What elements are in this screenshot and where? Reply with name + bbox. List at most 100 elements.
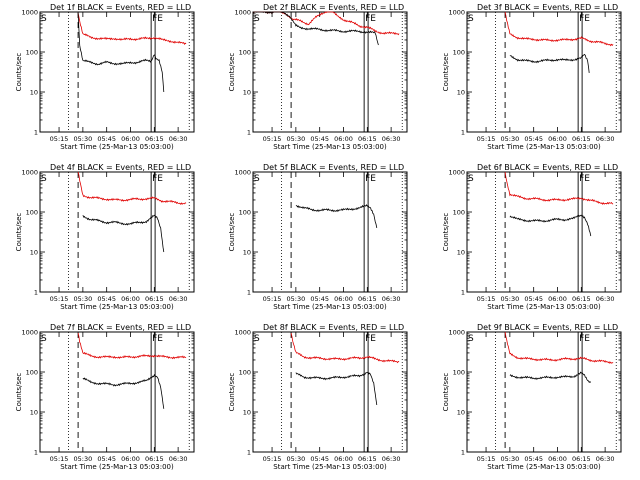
x-tick-label: 05:45 <box>310 135 329 143</box>
start-marker: S <box>254 14 260 24</box>
panel-title: Det 2f BLACK = Events, RED = LLD <box>263 3 404 12</box>
x-tick-label: 06:15 <box>358 455 377 463</box>
y-axis-label: Counts/sec <box>15 213 23 252</box>
series-lld-line <box>77 171 187 205</box>
x-tick-label: 05:45 <box>97 455 116 463</box>
plot-frame <box>252 331 408 453</box>
series-lld-line <box>504 171 614 205</box>
y-axis-label: Counts/sec <box>15 53 23 92</box>
start-marker: S <box>254 334 260 344</box>
x-tick-label: 05:45 <box>524 295 543 303</box>
x-axis-label: Start Time (25-Mar-13 05:03:00) <box>273 463 387 471</box>
x-tick-label: 06:15 <box>145 295 164 303</box>
y-tick-label: 100 <box>239 369 251 377</box>
x-tick-label: 06:15 <box>358 135 377 143</box>
y-axis-label: Counts/sec <box>442 373 450 412</box>
x-axis-label: Start Time (25-Mar-13 05:03:00) <box>273 143 387 151</box>
series-events-line <box>295 204 378 228</box>
y-tick-label: 100 <box>453 209 465 217</box>
plot-frame <box>466 331 622 453</box>
x-tick-label: 06:00 <box>548 135 567 143</box>
x-tick-label: 05:45 <box>524 135 543 143</box>
y-tick-label: 10 <box>30 249 38 257</box>
y-axis-label: Counts/sec <box>442 213 450 252</box>
x-tick-label: 05:15 <box>50 455 69 463</box>
x-tick-label: 05:30 <box>73 455 92 463</box>
x-tick-label: 05:30 <box>500 455 519 463</box>
plot-frame <box>252 11 408 133</box>
plot-frame <box>252 171 408 293</box>
x-tick-label: 05:15 <box>263 295 282 303</box>
x-tick-label: 05:15 <box>477 455 496 463</box>
flare-end-marker: FE <box>365 14 376 24</box>
y-tick-label: 10 <box>243 249 251 257</box>
y-tick-label: 10 <box>30 89 38 97</box>
panel-title: Det 9f BLACK = Events, RED = LLD <box>477 323 618 332</box>
x-axis-label: Start Time (25-Mar-13 05:03:00) <box>60 303 174 311</box>
x-tick-label: 06:00 <box>548 295 567 303</box>
flare-end-marker: FE <box>579 174 590 184</box>
x-tick-label: 06:30 <box>169 455 188 463</box>
flare-end-marker: FE <box>579 334 590 344</box>
y-tick-label: 1000 <box>21 329 38 337</box>
y-tick-label: 100 <box>26 49 38 57</box>
y-tick-label: 1000 <box>448 169 465 177</box>
x-axis-label: Start Time (25-Mar-13 05:03:00) <box>487 303 601 311</box>
series-lld-line <box>290 333 400 364</box>
x-tick-label: 06:30 <box>382 135 401 143</box>
series-events-line <box>509 53 590 73</box>
y-tick-label: 1 <box>461 449 465 457</box>
plot-frame <box>39 331 195 453</box>
x-tick-label: 05:30 <box>73 295 92 303</box>
x-tick-label: 05:30 <box>286 135 305 143</box>
y-tick-label: 10 <box>457 249 465 257</box>
x-tick-label: 06:00 <box>548 455 567 463</box>
flare-end-marker: FE <box>579 14 590 24</box>
flare-end-marker: FE <box>152 14 163 24</box>
x-tick-label: 06:00 <box>121 455 140 463</box>
start-marker: S <box>468 14 474 24</box>
x-tick-label: 05:15 <box>477 135 496 143</box>
x-tick-label: 06:30 <box>596 295 615 303</box>
y-tick-label: 10 <box>457 409 465 417</box>
series-events-line <box>509 371 592 384</box>
x-axis-label: Start Time (25-Mar-13 05:03:00) <box>60 143 174 151</box>
x-tick-label: 05:45 <box>97 135 116 143</box>
x-tick-label: 05:15 <box>477 295 496 303</box>
plot-frame <box>466 11 622 133</box>
x-tick-label: 05:30 <box>500 135 519 143</box>
y-tick-label: 10 <box>30 409 38 417</box>
y-tick-label: 1000 <box>448 9 465 17</box>
x-axis-label: Start Time (25-Mar-13 05:03:00) <box>273 303 387 311</box>
x-tick-label: 06:15 <box>145 135 164 143</box>
panel-title: Det 6f BLACK = Events, RED = LLD <box>477 163 618 172</box>
y-axis-label: Counts/sec <box>228 213 236 252</box>
y-tick-label: 100 <box>453 49 465 57</box>
y-axis-label: Counts/sec <box>442 53 450 92</box>
panel-title: Det 1f BLACK = Events, RED = LLD <box>50 3 191 12</box>
series-events-line <box>252 11 379 46</box>
panel-title: Det 7f BLACK = Events, RED = LLD <box>50 323 191 332</box>
y-tick-label: 100 <box>26 369 38 377</box>
panel-title: Det 3f BLACK = Events, RED = LLD <box>477 3 618 12</box>
series-lld-line <box>77 332 187 360</box>
y-tick-label: 1 <box>247 289 251 297</box>
x-tick-label: 06:00 <box>334 295 353 303</box>
x-tick-label: 06:15 <box>572 135 591 143</box>
x-tick-label: 06:30 <box>596 455 615 463</box>
y-tick-label: 1000 <box>21 9 38 17</box>
x-tick-label: 05:15 <box>50 135 69 143</box>
x-tick-label: 05:45 <box>524 455 543 463</box>
x-tick-label: 06:30 <box>596 135 615 143</box>
start-marker: S <box>468 334 474 344</box>
x-tick-label: 05:45 <box>310 295 329 303</box>
y-tick-label: 100 <box>26 209 38 217</box>
